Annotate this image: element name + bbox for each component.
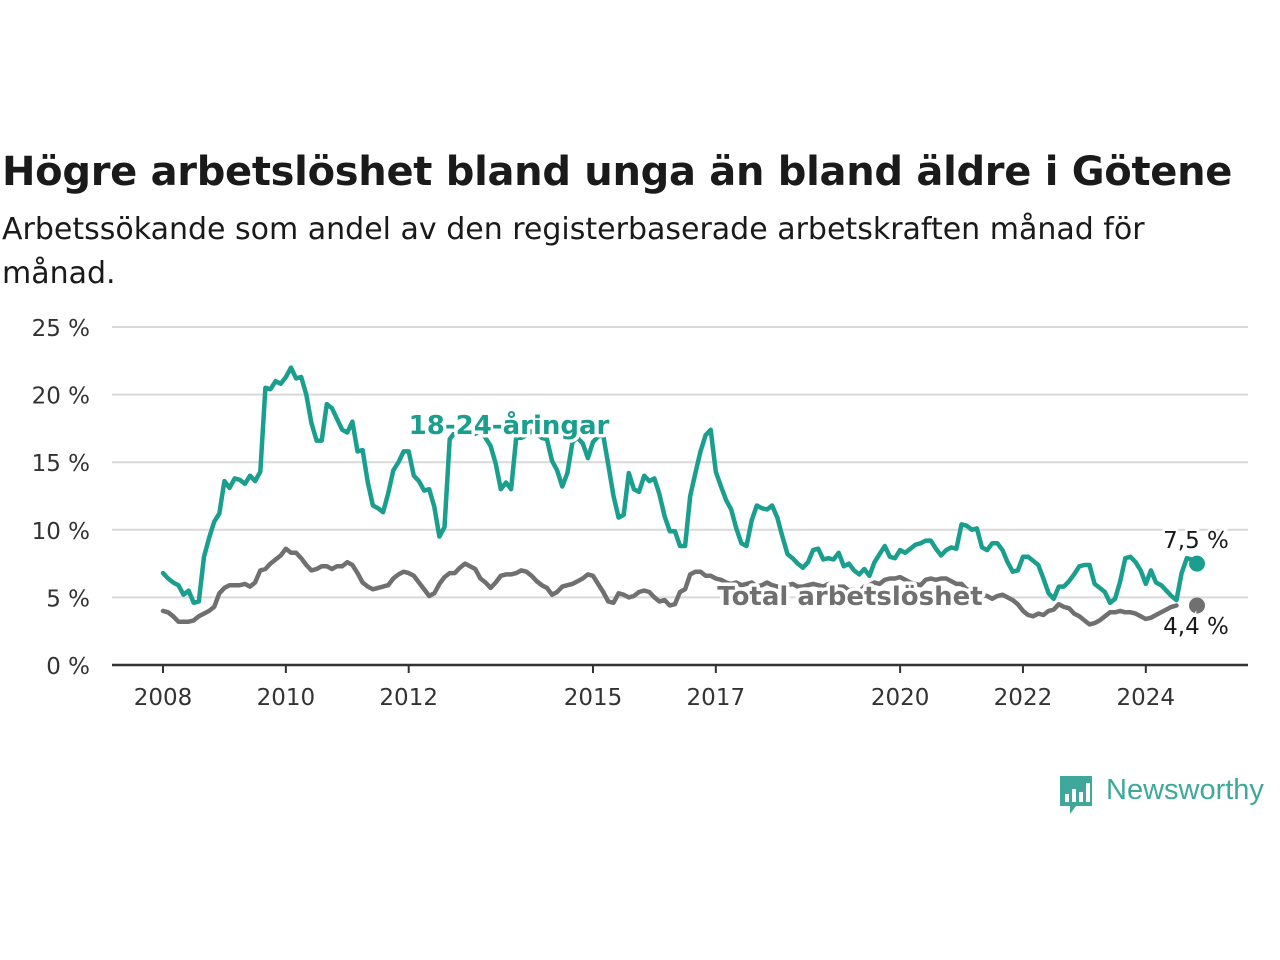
newsworthy-logo-text: Newsworthy: [1106, 774, 1264, 806]
youth-series-label: 18-24-åringar: [409, 409, 610, 441]
x-tick-label: 2008: [134, 685, 193, 711]
y-tick-label: 20 %: [32, 384, 90, 410]
line-chart: 0 %5 %10 %15 %20 %25 % 2008 2010 2012 2015 2…: [32, 316, 1248, 711]
y-axis-ticks: 0 % 5 % 10 % 15 % 20 % 25 %: [32, 316, 90, 680]
newsworthy-logo: Newsworthy: [1058, 772, 1278, 818]
y-tick-label: 25 %: [32, 316, 90, 342]
total-series-line: [160, 546, 1179, 627]
x-tick-label: 2024: [1117, 685, 1176, 711]
x-tick-label: 2012: [379, 685, 438, 711]
x-tick-label: 2015: [564, 685, 623, 711]
y-tick-label: 5 %: [46, 586, 90, 612]
series-labels: 18-24-åringar Total arbetslöshet 7,5 % 4,4 …: [405, 406, 1231, 643]
x-tick-label: 2022: [994, 685, 1053, 711]
total-series-label: Total arbetslöshet: [717, 582, 982, 612]
y-tick-label: 15 %: [32, 451, 90, 477]
total-end-label: 4,4 %: [1163, 614, 1229, 640]
y-tick-label: 10 %: [32, 519, 90, 545]
youth-end-point: [1189, 555, 1205, 572]
x-tick-label: 2017: [687, 685, 746, 711]
chart-title: Högre arbetslöshet bland unga än bland ä…: [2, 149, 1233, 195]
x-axis-ticks: 2008 2010 2012 2015 2017 2020 2022 2024: [134, 665, 1175, 711]
newsworthy-logo-icon: [1060, 776, 1092, 814]
youth-series-line: [160, 365, 1200, 606]
x-tick-label: 2010: [257, 685, 316, 711]
series-lines: [160, 365, 1205, 627]
youth-end-label: 7,5 %: [1163, 528, 1229, 554]
y-tick-label: 0 %: [46, 654, 90, 680]
total-end-point: [1189, 597, 1205, 614]
grid-lines: [112, 326, 1248, 667]
chart-subtitle: Arbetssökande som andel av den registerb…: [2, 212, 1145, 291]
x-tick-label: 2020: [871, 685, 930, 711]
